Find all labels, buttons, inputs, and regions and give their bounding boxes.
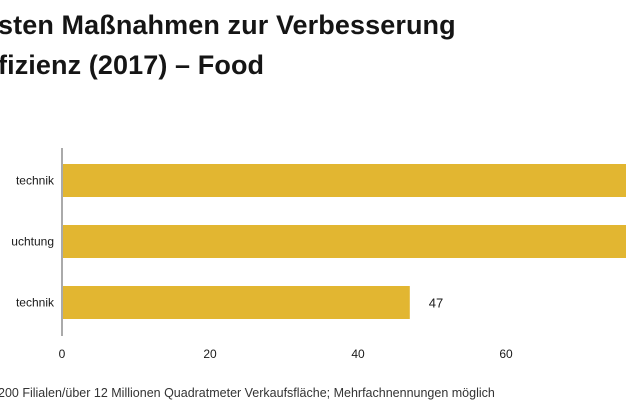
x-tick-labels-group: 0 20 40 60 [59, 347, 513, 361]
category-labels-group: technik uchtung technik [11, 174, 55, 310]
bar [63, 286, 410, 319]
x-tick-label: 40 [351, 347, 365, 361]
x-tick-label: 0 [59, 347, 66, 361]
bar [63, 164, 626, 197]
x-tick-label: 20 [203, 347, 217, 361]
footnote: 200 Filialen/über 12 Millionen Quadratme… [0, 386, 495, 400]
category-label: technik [16, 174, 55, 188]
bars-group [63, 164, 626, 319]
value-label: 47 [429, 296, 443, 311]
chart-title-line-2: fizienz (2017) – Food [0, 50, 265, 80]
x-tick-label: 60 [499, 347, 513, 361]
category-label: uchtung [11, 235, 54, 249]
chart-title-line-1: sten Maßnahmen zur Verbesserung [0, 10, 456, 40]
bar [63, 225, 626, 258]
value-labels-group: 47 [429, 296, 443, 311]
category-label: technik [16, 296, 55, 310]
